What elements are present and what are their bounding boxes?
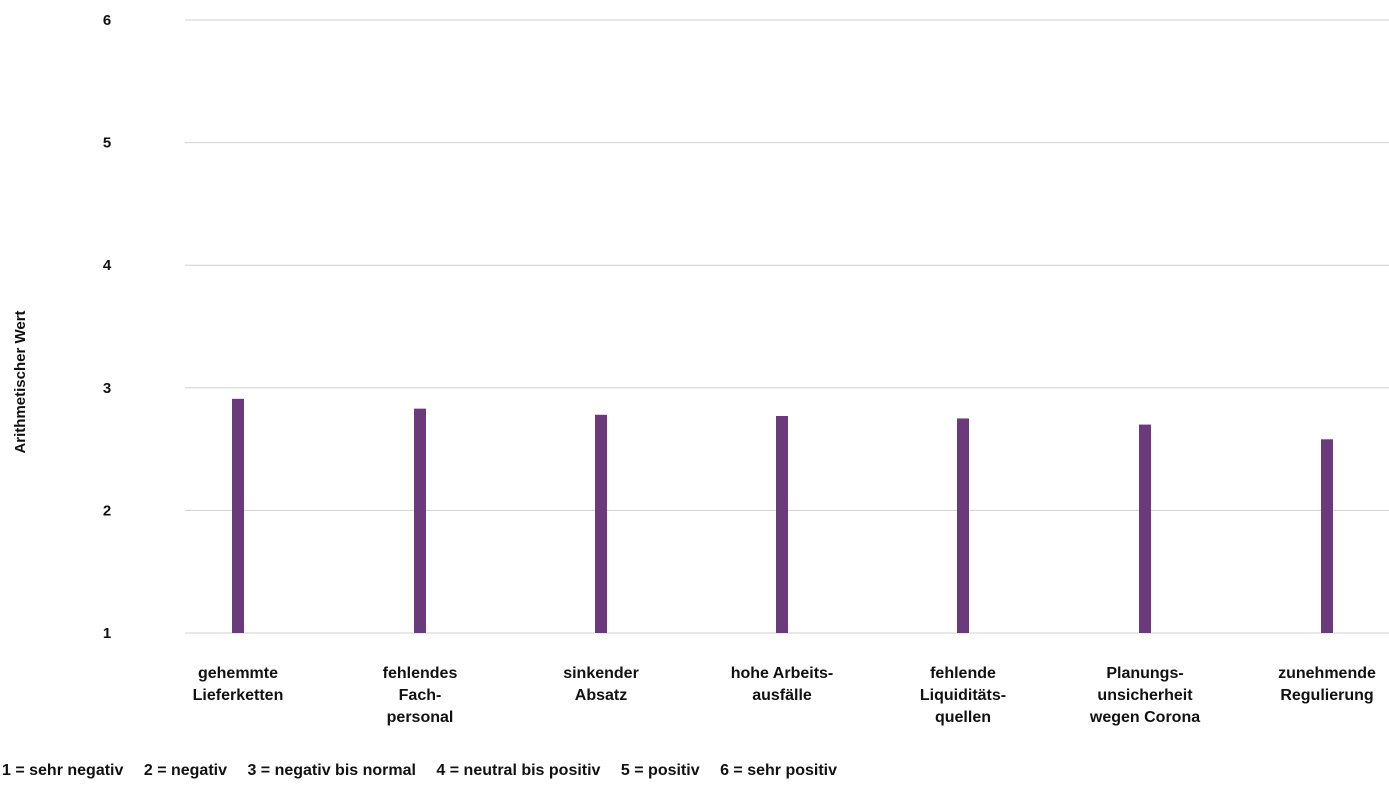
x-tick-label-line: Liquiditäts- <box>920 687 1006 704</box>
bar <box>595 414 607 633</box>
y-axis-label: Arithmetischer Wert <box>12 310 29 453</box>
x-tick-label: sinkender Absatz <box>563 665 639 704</box>
y-tick-labels: 1 2 3 4 5 6 <box>103 12 112 642</box>
scale-legend-item-6: 6 = sehr positiv <box>720 762 837 779</box>
y-tick-label: 1 <box>103 625 111 642</box>
category-labels: gehemmte Lieferketten fehlendes Fach-person… <box>193 665 1376 726</box>
x-tick-label-line: unsicherheit <box>1097 687 1193 704</box>
y-tick-label: 2 <box>103 502 111 519</box>
grid-layer <box>185 19 1389 634</box>
y-tick-label: 5 <box>103 135 111 152</box>
x-tick-label-line: quellen <box>935 709 991 726</box>
bars <box>232 398 1333 633</box>
x-tick-label-line: wegen Corona <box>1089 709 1200 726</box>
x-tick-label-line: sinkender <box>563 665 639 682</box>
bar <box>1321 439 1333 633</box>
y-tick-label: 4 <box>103 257 112 274</box>
x-tick-label: fehlendes Fach-personal <box>383 665 458 726</box>
x-tick-label-line: Lieferketten <box>193 687 284 704</box>
scale-legend: 1 = sehr negativ 2 = negativ 3 = negativ… <box>2 762 853 784</box>
x-tick-label-line: Planungs- <box>1106 665 1183 682</box>
x-tick-label-line: Fach- <box>399 687 442 704</box>
x-tick-label: hohe Arbeits-ausfälle <box>731 665 834 704</box>
bar-chart: 1 2 3 4 5 6 gehemmte Lieferketten fehlendes Fach… <box>12 12 1389 726</box>
x-tick-label: zunehmende Regulierung <box>1278 665 1376 704</box>
bar <box>1139 424 1151 633</box>
scale-legend-item-3: 3 = negativ bis normal <box>247 762 416 779</box>
scale-legend-item-4: 4 = neutral bis positiv <box>436 762 601 779</box>
x-tick-label-line: fehlendes <box>383 665 458 682</box>
x-tick-label-line: Absatz <box>575 687 627 704</box>
x-tick-label-line: fehlende <box>930 665 996 682</box>
x-tick-label: fehlende Liquiditäts-quellen <box>920 665 1006 726</box>
x-tick-label-line: personal <box>387 709 454 726</box>
x-tick-label-line: gehemmte <box>198 665 278 682</box>
scale-legend-item-1: 1 = sehr negativ <box>2 762 124 779</box>
x-tick-label: Planungs-unsicherheit wegen Corona <box>1089 665 1200 726</box>
scale-legend-item-5: 5 = positiv <box>620 762 700 779</box>
bar <box>232 398 244 633</box>
x-tick-label-line: Regulierung <box>1280 687 1373 704</box>
scale-legend-item-2: 2 = negativ <box>143 762 227 779</box>
y-tick-label: 3 <box>103 380 111 397</box>
x-tick-label: gehemmte Lieferketten <box>193 665 284 704</box>
y-tick-label: 6 <box>103 12 111 29</box>
x-tick-label-line: zunehmende <box>1278 665 1376 682</box>
x-tick-label-line: ausfälle <box>752 687 812 704</box>
bar <box>414 408 426 633</box>
x-tick-label-line: hohe Arbeits- <box>731 665 834 682</box>
bar <box>957 418 969 633</box>
bar <box>776 415 788 633</box>
